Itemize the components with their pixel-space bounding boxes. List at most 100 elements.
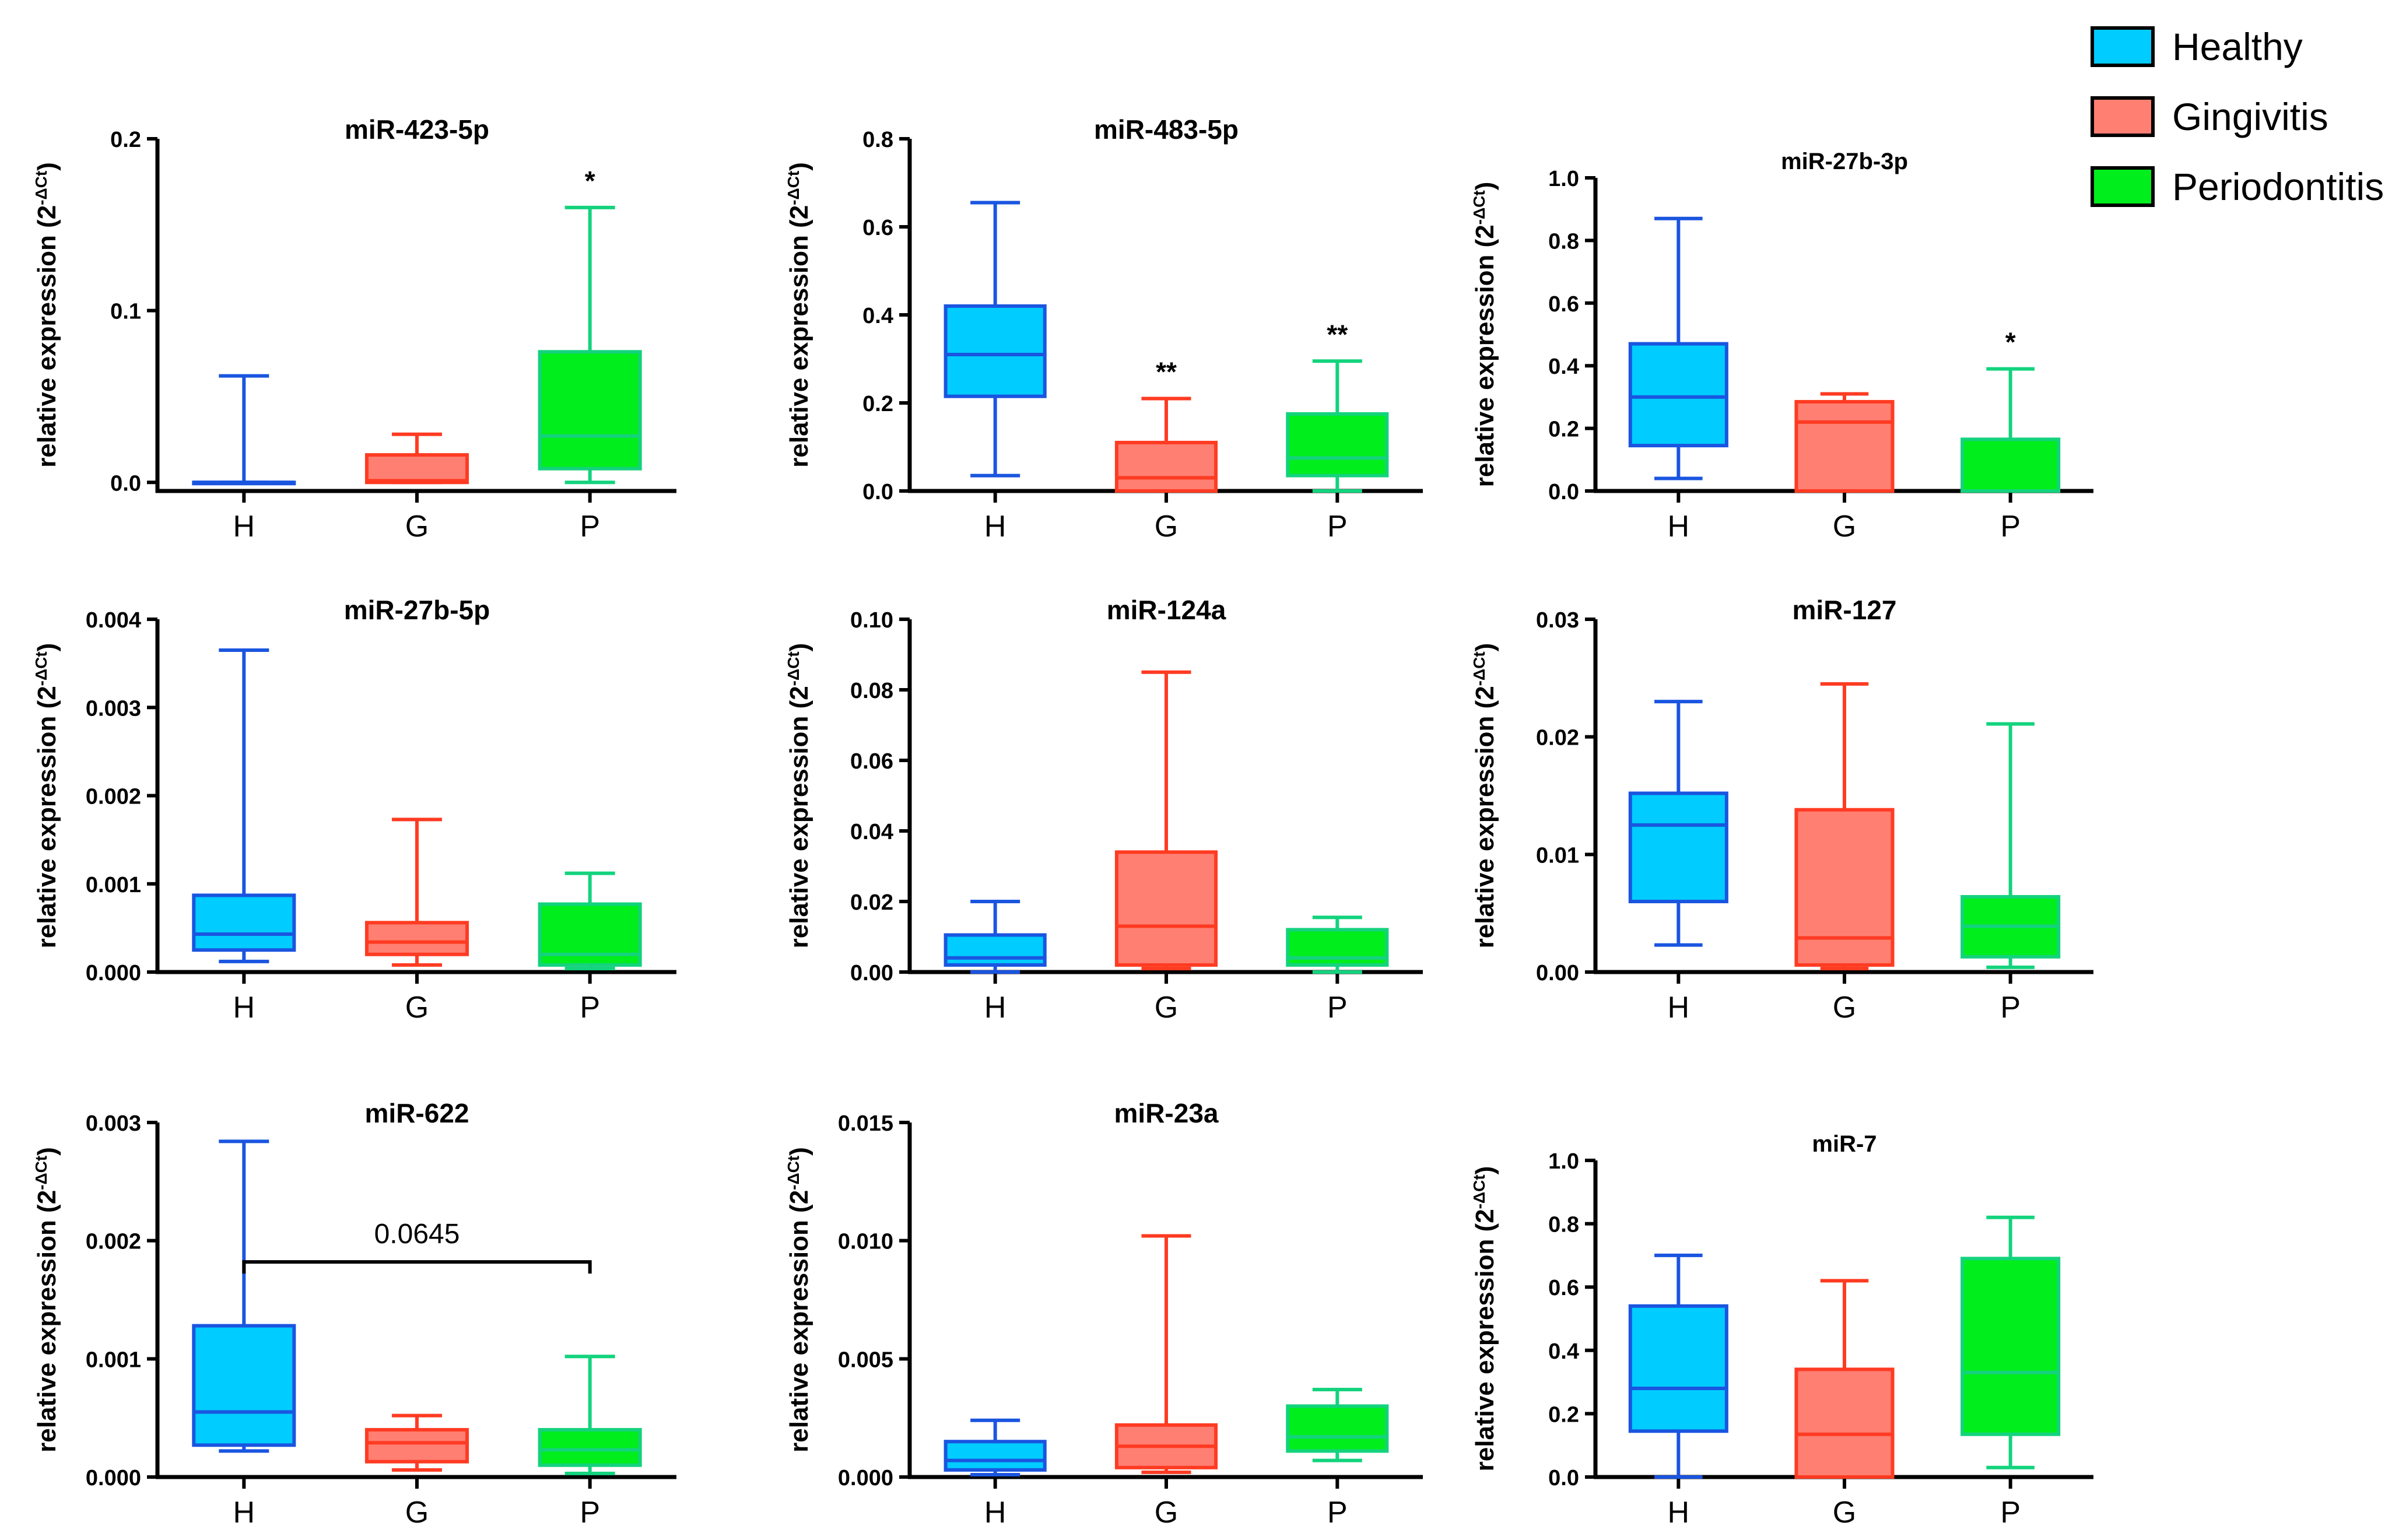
- y-tick-label: 0.0: [862, 480, 893, 504]
- y-tick-label: 0.04: [850, 820, 893, 844]
- x-tick-label: P: [580, 1496, 600, 1530]
- y-tick-label: 0.2: [862, 392, 893, 416]
- y-axis-label-text: relative expression (2: [1471, 1209, 1499, 1471]
- y-axis-label: relative expression (2-ΔCt): [784, 162, 814, 468]
- box-h: [1628, 1253, 1728, 1479]
- box-iqr: [1628, 791, 1728, 904]
- x-tick-label: G: [1155, 991, 1178, 1025]
- box-h: [944, 201, 1047, 478]
- box-g: [1794, 682, 1895, 970]
- box-iqr: [1960, 1257, 2061, 1436]
- x-tick-label: H: [984, 991, 1006, 1025]
- y-axis-label: relative expression (2-ΔCt): [1470, 1166, 1500, 1472]
- box-iqr: [192, 893, 296, 952]
- box-h: [1628, 700, 1728, 947]
- y-tick-label: 0.000: [86, 961, 141, 985]
- box-iqr: [1628, 1304, 1728, 1433]
- legend-label-healthy: Healthy: [2172, 25, 2303, 68]
- y-tick-label: 0.002: [86, 785, 141, 809]
- y-tick-label: 0.010: [838, 1230, 893, 1254]
- panel-mir-622: miR-622 relative expression (2-ΔCt) 0.000 0…: [32, 1098, 676, 1530]
- legend-item-gingivitis: Gingivitis: [2091, 82, 2394, 152]
- significance-marker: **: [1327, 319, 1348, 349]
- y-tick-label: 0.06: [850, 749, 893, 774]
- x-tick-label: G: [405, 510, 429, 543]
- box-p: [1286, 1388, 1389, 1462]
- y-tick-label: 0.002: [86, 1230, 141, 1254]
- box-iqr: [944, 304, 1047, 398]
- box-iqr: [1114, 440, 1218, 493]
- x-tick-label: G: [1833, 991, 1856, 1025]
- box-iqr: [944, 933, 1047, 967]
- y-axis-label-close: ): [1471, 182, 1499, 191]
- y-axis-label-text: relative expression (2: [785, 1190, 813, 1453]
- y-axis-label-sup: -ΔCt: [784, 651, 802, 686]
- y-tick-label: 0.0: [1548, 1466, 1579, 1490]
- y-axis-label: relative expression (2-ΔCt): [32, 162, 62, 468]
- chart-title: miR-27b-3p: [1781, 149, 1908, 174]
- y-tick-label: 0.001: [86, 1348, 141, 1372]
- panel-mir-7: miR-7 relative expression (2-ΔCt) 0.0 0.2 0.…: [1470, 1131, 2093, 1530]
- y-tick-label: 0.8: [1548, 1213, 1579, 1237]
- comparison-pvalue: 0.0645: [374, 1219, 460, 1250]
- y-axis-label-close: ): [785, 643, 813, 652]
- x-tick-label: H: [233, 510, 255, 543]
- y-tick-label: 0.2: [1548, 1402, 1579, 1427]
- y-tick-label: 1.0: [1548, 167, 1579, 191]
- significance-marker: *: [585, 166, 595, 196]
- y-tick-label: 0.4: [862, 304, 893, 328]
- chart-title: miR-483-5p: [1094, 114, 1239, 145]
- x-tick-label: G: [405, 1496, 429, 1530]
- y-axis-label: relative expression (2-ΔCt): [1470, 182, 1500, 487]
- panel-mir-423-5p: miR-423-5p relative expression (2-ΔCt) 0.0…: [32, 114, 676, 543]
- panel-mir-124a: miR-124a relative expression (2-ΔCt) 0.00 0…: [784, 595, 1423, 1025]
- y-tick-label: 0.0: [110, 471, 141, 496]
- x-tick-label: G: [1155, 1496, 1178, 1530]
- box-g: [1114, 670, 1218, 970]
- chart-title: miR-27b-5p: [344, 595, 490, 625]
- x-tick-label: H: [1668, 1496, 1690, 1530]
- legend-swatch-healthy: [2091, 26, 2155, 67]
- y-tick-label: 0.2: [1548, 418, 1579, 442]
- y-axis-label-close: ): [785, 162, 813, 171]
- x-tick-label: G: [405, 991, 429, 1025]
- box-iqr: [1286, 1404, 1389, 1453]
- y-tick-label: 0.00: [1536, 961, 1579, 985]
- legend: Healthy Gingivitis Periodontitis: [2091, 12, 2394, 222]
- legend-swatch-gingivitis: [2091, 96, 2155, 137]
- y-tick-label: 0.003: [86, 696, 141, 721]
- box-g: [1794, 392, 1895, 493]
- box-g: [364, 1413, 469, 1472]
- y-tick-label: 0.2: [110, 128, 141, 152]
- box-g: [364, 818, 469, 967]
- box-iqr: [538, 1427, 642, 1467]
- y-tick-label: 0.02: [850, 890, 893, 915]
- x-tick-label: P: [2000, 991, 2021, 1025]
- box-iqr: [1628, 342, 1728, 448]
- y-tick-label: 0.6: [862, 216, 893, 240]
- box-iqr: [364, 453, 469, 485]
- y-axis-label-text: relative expression (2: [1471, 224, 1499, 487]
- x-tick-label: G: [1833, 1496, 1856, 1530]
- y-tick-label: 0.08: [850, 679, 893, 703]
- panel-mir-27b-5p: miR-27b-5p relative expression (2-ΔCt) 0.0…: [32, 595, 676, 1025]
- box-iqr: [364, 1427, 469, 1464]
- y-axis-label-sup: -ΔCt: [784, 1156, 802, 1190]
- box-iqr: [1114, 850, 1218, 967]
- y-tick-label: 0.02: [1536, 726, 1579, 750]
- y-axis-label-close: ): [1471, 643, 1499, 652]
- box-p: [538, 205, 642, 485]
- legend-item-periodontitis: Periodontitis: [2091, 152, 2394, 222]
- x-tick-label: H: [984, 1496, 1006, 1530]
- box-iqr: [1286, 928, 1389, 967]
- chart-title: miR-423-5p: [345, 114, 489, 145]
- x-tick-label: P: [580, 510, 600, 543]
- x-tick-label: H: [233, 991, 255, 1025]
- y-axis-label-close: ): [33, 1147, 61, 1156]
- y-tick-label: 0.10: [850, 608, 893, 633]
- y-axis-label-sup: -ΔCt: [32, 1156, 50, 1190]
- y-axis-label-text: relative expression (2: [785, 205, 813, 468]
- y-axis-label-sup: -ΔCt: [1470, 190, 1488, 224]
- box-h: [944, 1418, 1047, 1476]
